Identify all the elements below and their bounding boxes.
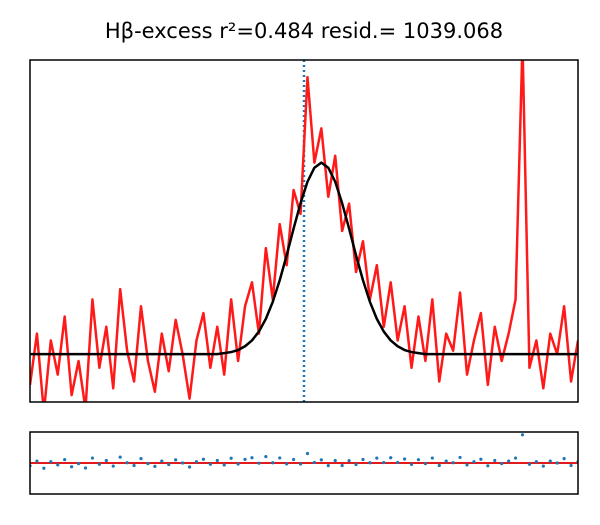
residual-point <box>90 456 95 460</box>
residual-point <box>208 462 212 466</box>
residual-point <box>569 463 573 468</box>
residual-point <box>70 465 74 469</box>
residual-point <box>527 462 532 466</box>
residual-point <box>285 462 289 466</box>
residual-point <box>83 466 88 470</box>
residual-point <box>340 463 344 468</box>
residual-point <box>194 460 199 464</box>
residual-point <box>507 459 511 463</box>
residual-point <box>104 458 108 463</box>
residual-point <box>326 464 330 468</box>
residual-point <box>465 463 469 467</box>
residual-point <box>472 460 476 464</box>
residual-point <box>541 464 545 468</box>
residual-point <box>500 462 504 466</box>
residual-point <box>264 454 268 459</box>
residual-point <box>257 461 261 465</box>
chart-title: Hβ-excess r²=0.484 resid.= 1039.068 <box>105 19 503 43</box>
residual-point <box>333 459 337 463</box>
residual-point <box>520 433 525 437</box>
residual-point <box>118 455 122 459</box>
residual-point <box>291 457 296 462</box>
residual-point <box>181 461 185 465</box>
residual-point <box>63 457 67 462</box>
residual-point <box>555 461 559 465</box>
residual-point <box>513 456 518 460</box>
residual-point <box>271 461 275 465</box>
residual-point <box>49 460 53 464</box>
residual-point <box>215 458 219 463</box>
residual-plot <box>30 433 578 470</box>
fit-line <box>30 161 578 356</box>
residual-point <box>76 462 81 466</box>
residual-point <box>423 462 427 466</box>
residual-point <box>305 451 310 456</box>
residual-point <box>153 464 157 469</box>
residual-point <box>368 461 372 465</box>
residual-point <box>229 456 233 460</box>
residual-point <box>562 457 566 461</box>
residual-point <box>416 458 421 462</box>
spectrum-line <box>30 60 578 402</box>
residual-point <box>444 459 448 463</box>
residual-point <box>312 460 317 465</box>
residual-point <box>396 460 400 465</box>
residual-point <box>139 457 143 461</box>
residual-point <box>250 456 254 460</box>
residual-point <box>375 456 379 460</box>
residual-point <box>548 459 552 463</box>
residual-point <box>298 462 303 466</box>
residual-point <box>35 459 39 463</box>
residual-point <box>132 463 136 468</box>
residual-point <box>534 460 538 464</box>
residual-point <box>354 462 358 467</box>
residual-point <box>201 457 206 461</box>
residual-point <box>437 463 441 468</box>
residual-point <box>458 455 462 460</box>
residual-point <box>97 462 101 466</box>
residual-point <box>389 456 393 460</box>
main-frame <box>29 59 579 403</box>
residual-point <box>409 462 414 467</box>
main-plot <box>30 60 578 402</box>
residual-point <box>361 457 365 462</box>
residual-frame <box>29 431 579 495</box>
residual-point <box>111 464 115 468</box>
residual-point <box>430 456 434 460</box>
residual-point <box>167 462 171 467</box>
residual-point <box>347 459 351 463</box>
residual-point <box>486 464 490 468</box>
residual-point <box>319 458 323 462</box>
residual-point <box>382 460 386 465</box>
residual-point <box>222 463 226 467</box>
residual-point <box>187 465 192 469</box>
residual-point <box>146 462 150 466</box>
residual-point <box>493 458 497 463</box>
residual-point <box>174 458 178 462</box>
residual-point <box>278 456 282 460</box>
residual-point <box>451 461 455 465</box>
residual-point <box>160 459 164 463</box>
residual-point <box>125 461 129 465</box>
residual-point <box>236 462 240 466</box>
residual-point <box>479 457 483 461</box>
residual-point <box>42 466 46 470</box>
residual-point <box>402 457 407 461</box>
residual-point <box>56 463 60 467</box>
residual-point <box>243 457 247 461</box>
